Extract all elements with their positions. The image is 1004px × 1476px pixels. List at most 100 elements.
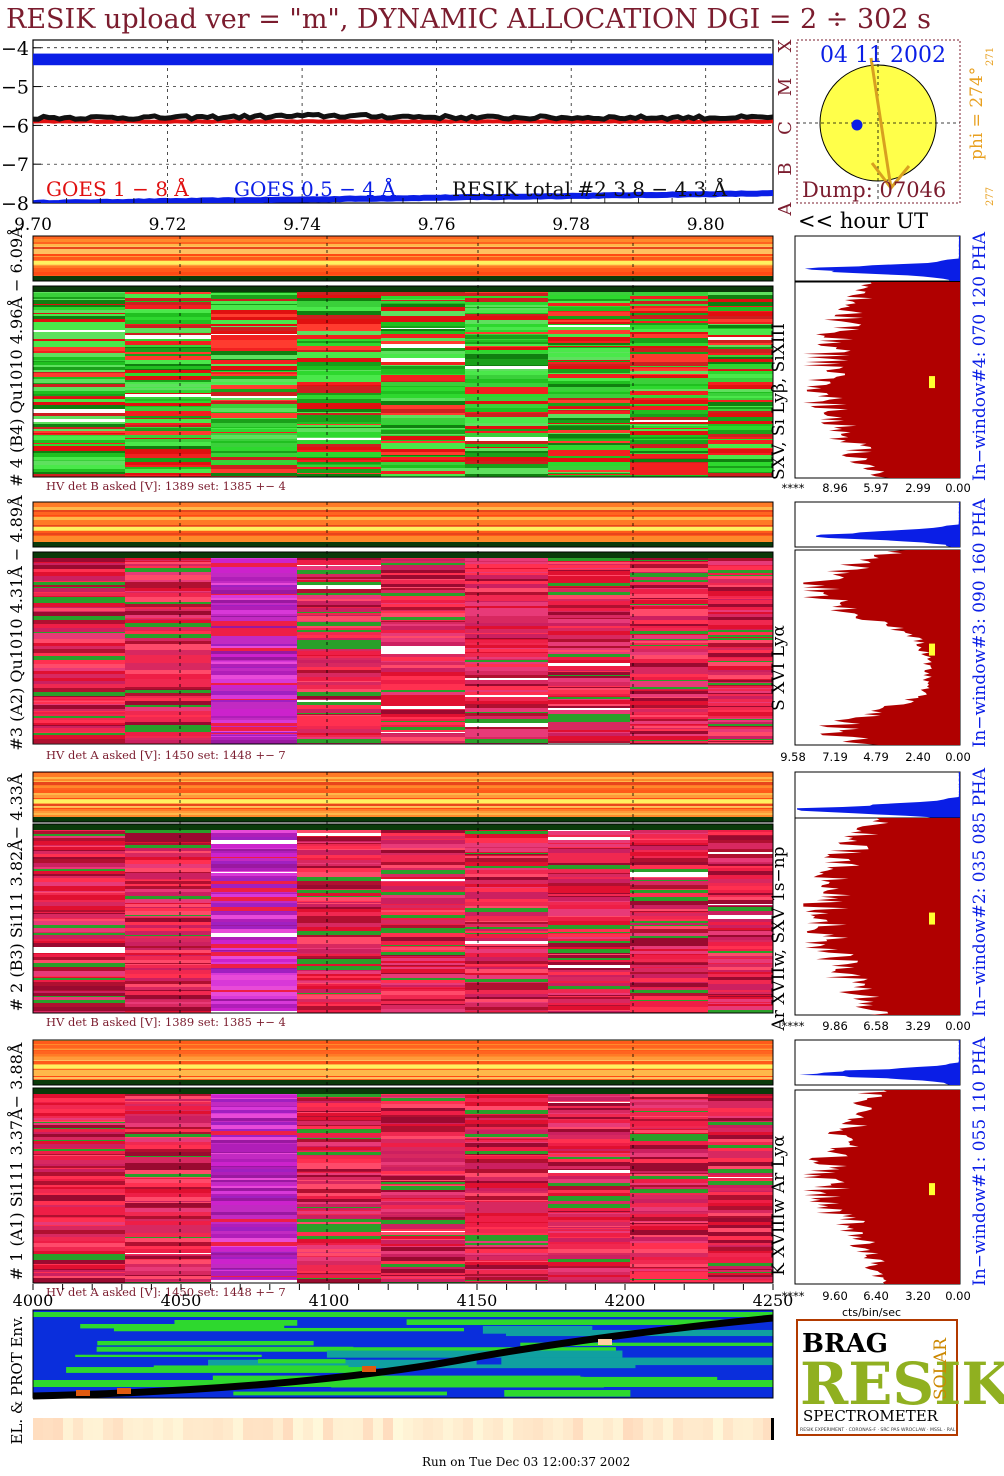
env-green-band — [96, 1346, 354, 1352]
heatmap-col-5-row — [465, 1243, 548, 1245]
heatmap-col-4-row — [381, 710, 465, 714]
heatmap-col-5-row — [465, 884, 548, 887]
heatmap-col-2-row — [211, 332, 297, 334]
env-strip-cell — [263, 1418, 273, 1440]
heatmap-col-5-row — [465, 417, 548, 420]
heatmap-col-0-row — [33, 1256, 125, 1260]
heatmap-col-7-row — [630, 606, 708, 609]
heatmap-col-3-row — [297, 983, 381, 984]
top-strip-row — [33, 813, 773, 815]
heatmap-col-7-row — [630, 1226, 708, 1230]
heatmap-col-6-row — [548, 1097, 630, 1101]
heatmap-col-4-row — [381, 1182, 465, 1184]
heatmap-col-4-row — [381, 974, 465, 978]
heatmap-col-2-row — [211, 901, 297, 903]
heatmap-col-8-row — [708, 995, 773, 996]
env-strip-cell — [203, 1418, 213, 1440]
heatmap-col-1-row — [125, 965, 211, 968]
top-strip-row — [33, 525, 773, 528]
heatmap-col-3-row — [297, 601, 381, 605]
hv-label: HV det A asked [V]: 1450 set: 1448 +− 7 — [46, 1285, 286, 1299]
heatmap-col-6-row — [548, 596, 630, 599]
heatmap-col-7-row — [630, 313, 708, 315]
heatmap-col-6-row — [548, 989, 630, 993]
heatmap-col-5-row — [465, 292, 548, 293]
heatmap-col-3-row — [297, 858, 381, 860]
heatmap-col-7-row — [630, 913, 708, 916]
heatmap-col-7-row — [630, 1269, 708, 1271]
heatmap-col-6-row — [548, 921, 630, 925]
heatmap-col-0-row — [33, 1164, 125, 1166]
heatmap-col-2-row — [211, 614, 297, 616]
heatmap-col-8-row — [708, 607, 773, 610]
heatmap-col-1-row — [125, 689, 211, 690]
heatmap-col-8-row — [708, 661, 773, 662]
heatmap-col-1-row — [125, 450, 211, 454]
heatmap-col-5-row — [465, 474, 548, 476]
heatmap-col-0-row — [33, 714, 125, 716]
heatmap-col-4-row — [381, 1158, 465, 1162]
heatmap-col-6-row — [548, 1246, 630, 1249]
top-strip-row — [33, 539, 773, 542]
heatmap-col-1-row — [125, 364, 211, 366]
heatmap-col-2-row — [211, 1118, 297, 1121]
heatmap-col-7-row — [630, 680, 708, 681]
heatmap-col-6-row — [548, 831, 630, 835]
heatmap-col-8-row — [708, 1195, 773, 1199]
heatmap-col-1-row — [125, 416, 211, 418]
heatmap-col-6-row — [548, 714, 630, 718]
heatmap-col-6-row — [548, 446, 630, 450]
env-green-band — [504, 1390, 631, 1397]
env-strip-cell — [513, 1418, 523, 1440]
heatmap-col-5-row — [465, 723, 548, 727]
heatmap-col-4-row — [381, 369, 465, 372]
heatmap-col-5-row — [465, 924, 548, 926]
env-strip-cell — [53, 1418, 63, 1440]
heatmap-col-8-row — [708, 466, 773, 468]
heatmap-col-7-row — [630, 600, 708, 604]
heatmap-col-5-row — [465, 1159, 548, 1163]
heatmap-col-5-row — [465, 1222, 548, 1223]
heatmap-col-8-row — [708, 832, 773, 835]
heatmap-col-4-row — [381, 561, 465, 563]
heatmap-col-6-row — [548, 1204, 630, 1208]
heatmap-col-0-row — [33, 1225, 125, 1226]
heatmap-col-6-row — [548, 1249, 630, 1253]
heatmap-col-8-row — [708, 1263, 773, 1266]
heatmap-col-4-row — [381, 933, 465, 937]
heatmap-col-2-row — [211, 1227, 297, 1231]
heatmap-col-8-row — [708, 958, 773, 959]
heatmap-col-8-row — [708, 905, 773, 906]
heatmap-col-1-row — [125, 1197, 211, 1201]
heatmap-col-5-row — [465, 350, 548, 353]
heatmap-col-5-row — [465, 1277, 548, 1280]
heatmap-col-3-row — [297, 889, 381, 890]
heatmap-col-3-row — [297, 993, 381, 994]
top-strip-frame — [32, 1039, 774, 1086]
heatmap-col-0-row — [33, 1125, 125, 1128]
heatmap-col-3-row — [297, 1097, 381, 1098]
heatmap-col-7-row — [630, 362, 708, 366]
heatmap-col-8-row — [708, 739, 773, 740]
env-strip-cell — [573, 1418, 583, 1440]
heatmap-col-4-row — [381, 1136, 465, 1139]
top-strip-row — [33, 785, 773, 786]
heatmap-col-4-row — [381, 631, 465, 633]
heatmap-col-7-row — [630, 459, 708, 462]
heatmap-col-0-row — [33, 314, 125, 316]
heatmap-col-5-row — [465, 387, 548, 390]
heatmap-col-6-row — [548, 993, 630, 995]
heatmap-col-8-row — [708, 357, 773, 359]
heatmap-col-8-row — [708, 595, 773, 596]
heatmap-col-5-row — [465, 359, 548, 362]
heatmap-col-2-row — [211, 1131, 297, 1133]
heatmap-col-4-row — [381, 624, 465, 626]
heatmap-col-2-row — [211, 844, 297, 848]
heatmap-col-8-row — [708, 557, 773, 561]
heatmap-col-8-row — [708, 1247, 773, 1251]
heatmap-col-1-row — [125, 1271, 211, 1275]
heatmap-col-6-row — [548, 1266, 630, 1268]
heatmap-col-8-row — [708, 604, 773, 607]
heatmap-col-6-row — [548, 583, 630, 586]
heatmap-col-1-row — [125, 899, 211, 903]
